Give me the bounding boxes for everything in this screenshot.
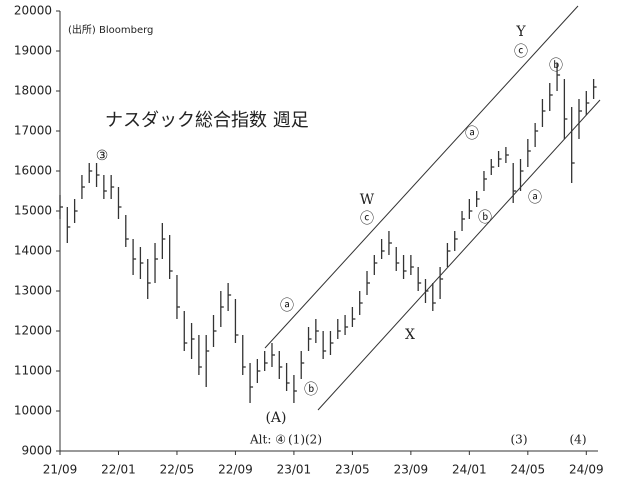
x-tick-label: 21/09 (43, 463, 78, 477)
y-tick-label: 20000 (14, 4, 52, 18)
annotation: ⓐ (465, 126, 479, 142)
x-tick-label: 22/01 (101, 463, 136, 477)
y-tick-label: 9000 (21, 444, 52, 458)
y-tick-label: 14000 (14, 244, 52, 258)
annotation: Alt: ④ (249, 433, 286, 447)
annotation: ⓑ (549, 58, 563, 74)
x-tick-label: 23/01 (277, 463, 312, 477)
annotation: ⓑ (304, 382, 318, 398)
annotation: (4) (570, 433, 587, 447)
annotation: W (360, 192, 375, 208)
annotation: X (405, 327, 415, 343)
annotation: ⓑ (478, 210, 492, 226)
annotation: (3) (511, 433, 528, 447)
annotation: (A) (265, 410, 286, 426)
y-tick-label: 12000 (14, 324, 52, 338)
y-tick-label: 13000 (14, 284, 52, 298)
annotation: Y (515, 24, 526, 40)
annotation: ⓒ (360, 211, 374, 227)
source: (出所) Bloomberg (68, 23, 153, 36)
x-tick-label: 22/05 (160, 463, 195, 477)
annotation: (1)(2) (288, 433, 322, 447)
channel-lower (317, 99, 601, 411)
y-tick-label: 18000 (14, 84, 52, 98)
annotation: ⓐ (528, 190, 542, 206)
x-tick-label: 23/09 (394, 463, 429, 477)
x-tick-label: 24/01 (452, 463, 487, 477)
x-tick-label: 22/09 (218, 463, 253, 477)
x-tick-label: 23/05 (335, 463, 370, 477)
y-tick-label: 19000 (14, 44, 52, 58)
x-tick-label: 24/09 (569, 463, 604, 477)
annotation: ⓐ (280, 298, 294, 314)
annotation: ⓒ (514, 44, 528, 60)
annotation: ③ (96, 148, 109, 164)
y-tick-label: 11000 (14, 364, 52, 378)
x-tick-label: 24/05 (511, 463, 546, 477)
y-tick-label: 17000 (14, 124, 52, 138)
y-tick-label: 16000 (14, 164, 52, 178)
chart-title: ナスダック総合指数 週足 (105, 110, 309, 131)
channel-upper (264, 5, 579, 349)
y-tick-label: 10000 (14, 404, 52, 418)
y-tick-label: 15000 (14, 204, 52, 218)
